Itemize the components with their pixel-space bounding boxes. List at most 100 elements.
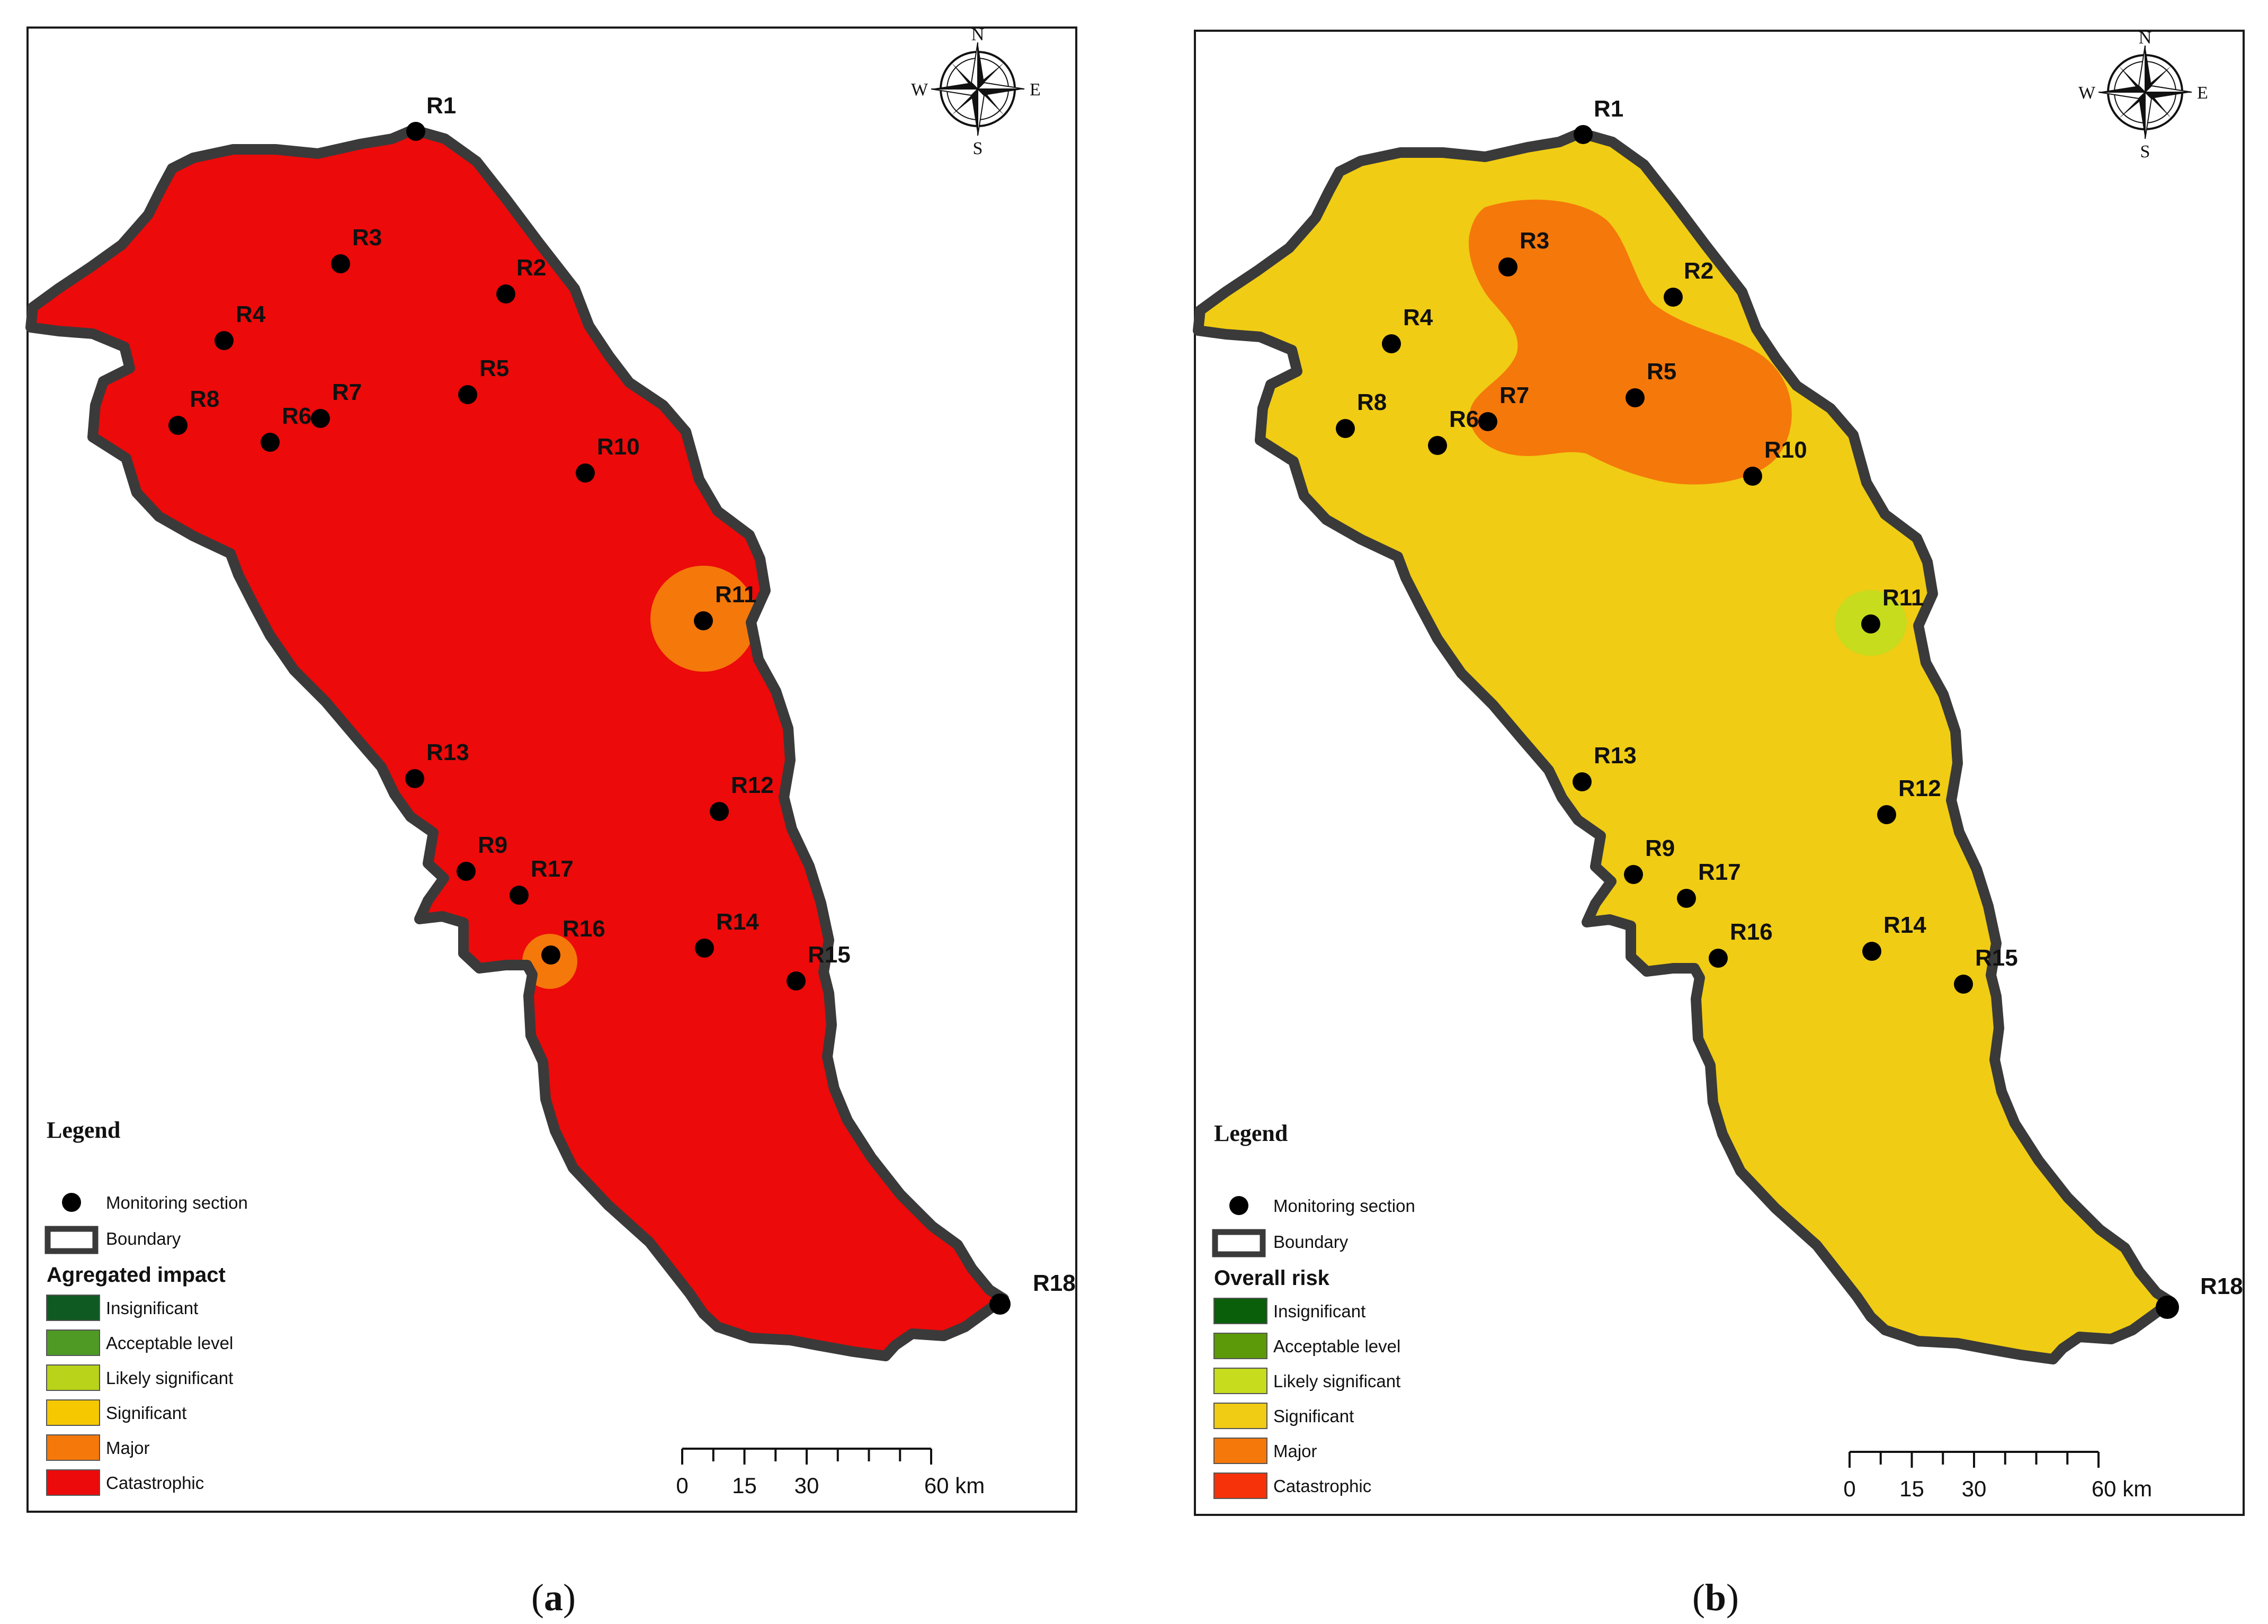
station-R11: R11: [1861, 585, 1924, 633]
station-label: R1: [426, 93, 456, 119]
legend-swatch: [1213, 1438, 1267, 1464]
legend-class-label: Significant: [106, 1403, 186, 1423]
legend-swatch: [46, 1364, 100, 1391]
caption-letter: a: [544, 1576, 563, 1619]
legend-monitoring-label: Monitoring section: [106, 1193, 248, 1212]
panel-b-north-arrow: N S E W: [2078, 28, 2208, 162]
station-R2: R2: [496, 255, 546, 304]
station-R8: R8: [168, 386, 219, 435]
legend-class-row: Catastrophic: [46, 1469, 204, 1496]
legend-class-label: Likely significant: [1273, 1371, 1400, 1391]
station-R7: R7: [311, 379, 362, 428]
station-R2: R2: [1664, 258, 1713, 307]
station-R8: R8: [1336, 389, 1387, 438]
station-R4: R4: [1382, 305, 1433, 353]
compass-e: E: [2197, 83, 2208, 103]
scalebar-label: 0: [676, 1473, 688, 1498]
legend-class-label: Significant: [1273, 1406, 1354, 1426]
station-R5: R5: [458, 355, 509, 404]
legend-swatch: [46, 1399, 100, 1426]
scalebar-label: 15: [732, 1473, 757, 1498]
station-label: R15: [1975, 945, 2018, 971]
station-label: R4: [1403, 305, 1433, 331]
station-R9: R9: [457, 832, 507, 881]
station-label: R10: [597, 434, 640, 460]
station-R15: R15: [1954, 945, 2018, 994]
station-label: R8: [1357, 389, 1387, 415]
station-label: R17: [1698, 859, 1741, 885]
panel-b-scalebar: 0 15 30 60 km: [1843, 1451, 2152, 1501]
station-R17: R17: [1677, 859, 1741, 908]
legend-class-row: Likely significant: [1213, 1368, 1400, 1394]
scalebar-label: 15: [1899, 1476, 1924, 1501]
legend-title: Legend: [1214, 1120, 1288, 1146]
caption-letter: b: [1705, 1576, 1726, 1619]
station-R17: R17: [510, 856, 574, 905]
station-label: R14: [1883, 912, 1926, 938]
station-label: R6: [282, 403, 311, 429]
station-R15: R15: [787, 942, 851, 991]
legend-class-label: Acceptable level: [1273, 1336, 1400, 1356]
legend-class-row: Acceptable level: [46, 1329, 233, 1356]
station-R18: R18: [2156, 1273, 2243, 1319]
station-label: R17: [531, 856, 574, 882]
station-R6: R6: [261, 403, 311, 452]
station-label: R15: [808, 942, 851, 968]
station-label: R16: [1730, 919, 1773, 945]
station-R16: R16: [1709, 919, 1773, 968]
station-label: R12: [1898, 775, 1941, 801]
legend-class-row: Insignificant: [1213, 1298, 1365, 1324]
station-label: R13: [1594, 743, 1637, 769]
station-label: R9: [478, 832, 507, 858]
panel-a-scalebar: 0 15 30 60 km: [676, 1448, 985, 1498]
station-R4: R4: [215, 301, 266, 350]
legend-swatch: [1213, 1403, 1267, 1429]
station-label: R13: [426, 739, 469, 765]
legend-class-label: Major: [1273, 1441, 1317, 1461]
station-label: R5: [1647, 359, 1676, 385]
legend-class-row: Significant: [46, 1399, 186, 1426]
panel-a-legend: Legend Monitoring section Boundary Agreg…: [44, 1117, 248, 1496]
station-R13: R13: [1573, 743, 1637, 791]
legend-class-label: Insignificant: [106, 1298, 198, 1318]
station-R5: R5: [1626, 359, 1676, 407]
legend-title: Legend: [47, 1117, 120, 1143]
station-label: R2: [516, 255, 546, 281]
legend-class-label: Likely significant: [106, 1368, 233, 1388]
scalebar-label: 30: [1962, 1476, 1987, 1501]
legend-swatch: [1213, 1333, 1267, 1359]
station-label: R3: [1520, 228, 1549, 254]
station-label: R7: [1499, 382, 1529, 408]
station-label: R2: [1684, 258, 1713, 284]
station-R1: R1: [1574, 96, 1623, 144]
legend-swatch: [46, 1434, 100, 1461]
legend-classes: Insignificant Acceptable level Likely sign…: [46, 1295, 233, 1496]
panel-b-stations: R1 R2 R3 R4 R5 R6 R7 R8 R9 R10 R11 R12 R…: [1336, 96, 2243, 1319]
station-label: R11: [1882, 585, 1924, 611]
compass-w: W: [2078, 83, 2096, 103]
compass-s: S: [2140, 142, 2150, 162]
scalebar-label: 0: [1843, 1476, 1855, 1501]
legend-class-label: Insignificant: [1273, 1301, 1365, 1321]
compass-n: N: [2139, 28, 2152, 48]
panel-b-zone-major: [1468, 199, 1792, 485]
panel-a: R1 R2 R3 R4 R5 R6 R7 R8 R9 R10 R11 R12 R…: [31, 25, 1076, 1619]
station-R9: R9: [1624, 835, 1675, 884]
station-label: R16: [562, 916, 605, 942]
station-label: R4: [236, 301, 266, 327]
station-R6: R6: [1428, 406, 1479, 455]
station-label: R10: [1764, 437, 1807, 463]
station-R14: R14: [695, 909, 759, 958]
legend-boundary-label: Boundary: [106, 1229, 181, 1248]
panel-b-caption: (b): [1692, 1576, 1739, 1619]
station-R1: R1: [406, 93, 456, 141]
panel-a-stations: R1 R2 R3 R4 R5 R6 R7 R8 R9 R10 R11 R12 R…: [168, 93, 1076, 1315]
scalebar-end-label: 60 km: [924, 1473, 985, 1498]
legend-class-label: Catastrophic: [106, 1473, 204, 1493]
legend-swatch: [1213, 1473, 1267, 1499]
station-label: R5: [479, 355, 509, 381]
station-label: R9: [1645, 835, 1675, 861]
legend-classification-title: Overall risk: [1214, 1266, 1330, 1290]
panel-a-caption: (a): [531, 1576, 576, 1619]
legend-class-row: Major: [46, 1434, 150, 1461]
